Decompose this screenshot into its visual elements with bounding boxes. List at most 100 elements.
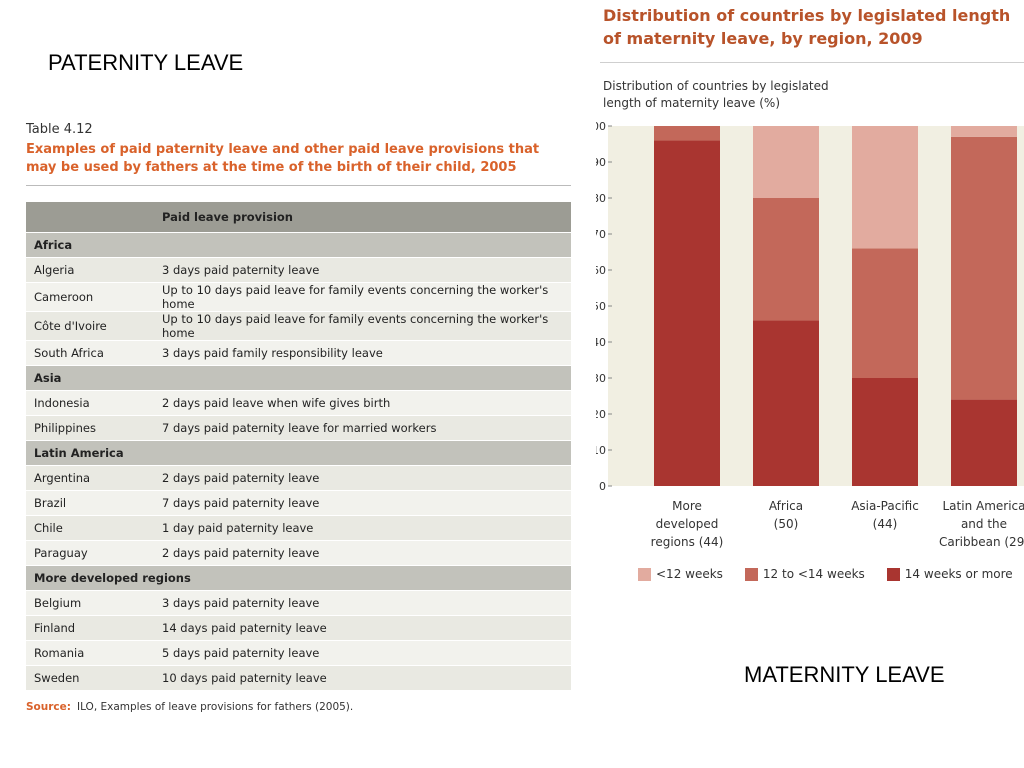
bar-segment bbox=[951, 126, 1017, 137]
table-row: Finland 14 days paid paternity leave bbox=[26, 615, 571, 641]
table-header-cell: Paid leave provision bbox=[154, 202, 571, 233]
legend-label: <12 weeks bbox=[656, 567, 723, 581]
chart-legend: <12 weeks 12 to <14 weeks 14 weeks or more bbox=[638, 567, 1013, 581]
country-cell: Romania bbox=[26, 640, 154, 666]
y-tick-label: 100 bbox=[596, 120, 606, 133]
provision-cell: Up to 10 days paid leave for family even… bbox=[154, 282, 571, 312]
y-tick-label: 50 bbox=[596, 300, 606, 313]
table-region-row: Asia bbox=[26, 365, 571, 391]
legend-item: <12 weeks bbox=[638, 567, 723, 581]
chart-divider bbox=[600, 62, 1024, 63]
table-row: Sweden 10 days paid paternity leave bbox=[26, 665, 571, 691]
table-row: Algeria 3 days paid paternity leave bbox=[26, 257, 571, 283]
bar-segment bbox=[951, 399, 1017, 486]
table-header-blank bbox=[26, 202, 154, 233]
region-label: More developed regions bbox=[26, 565, 571, 591]
table-row: Paraguay 2 days paid paternity leave bbox=[26, 540, 571, 566]
table-row: Indonesia 2 days paid leave when wife giv… bbox=[26, 390, 571, 416]
country-cell: South Africa bbox=[26, 340, 154, 366]
chart-y-axis-title: Distribution of countries by legislated … bbox=[603, 79, 829, 110]
country-cell: Indonesia bbox=[26, 390, 154, 416]
maternity-chart: 0 10 20 30 40 50 60 70 80 90 100 More developed regio… bbox=[596, 120, 1024, 549]
table-source: Source: ILO, Examples of leave provisions… bbox=[26, 701, 571, 713]
country-cell: Côte d'Ivoire bbox=[26, 311, 154, 341]
region-label: Latin America bbox=[26, 440, 571, 466]
table-header-row: Paid leave provision bbox=[26, 202, 571, 233]
provision-cell: 2 days paid leave when wife gives birth bbox=[154, 390, 571, 416]
paternity-table-block: Table 4.12 Examples of paid paternity le… bbox=[26, 122, 571, 713]
legend-swatch bbox=[886, 567, 900, 581]
region-label: Africa bbox=[26, 232, 571, 258]
legend-swatch bbox=[744, 567, 758, 581]
y-tick-label: 90 bbox=[596, 156, 606, 169]
x-tick-label: More bbox=[672, 499, 702, 513]
country-cell: Sweden bbox=[26, 665, 154, 691]
country-cell: Belgium bbox=[26, 590, 154, 616]
x-tick-label: Caribbean (29) bbox=[939, 535, 1024, 549]
legend-item: 14 weeks or more bbox=[886, 567, 1013, 581]
x-tick-label: (50) bbox=[774, 517, 799, 531]
y-tick-label: 30 bbox=[596, 372, 606, 385]
legend-label: 14 weeks or more bbox=[904, 567, 1013, 581]
provision-cell: 2 days paid paternity leave bbox=[154, 465, 571, 491]
y-tick-label: 0 bbox=[599, 480, 606, 493]
provision-cell: 7 days paid paternity leave for married … bbox=[154, 415, 571, 441]
y-tick-label: 60 bbox=[596, 264, 606, 277]
region-label: Asia bbox=[26, 365, 571, 391]
country-cell: Finland bbox=[26, 615, 154, 641]
table-region-row: Latin America bbox=[26, 440, 571, 466]
x-tick-label: developed bbox=[656, 517, 719, 531]
x-tick-label: and the bbox=[961, 517, 1007, 531]
legend-item: 12 to <14 weeks bbox=[744, 567, 865, 581]
y-tick-label: 70 bbox=[596, 228, 606, 241]
bar-segment bbox=[654, 140, 720, 486]
provision-cell: Up to 10 days paid leave for family even… bbox=[154, 311, 571, 341]
table-row: Brazil 7 days paid paternity leave bbox=[26, 490, 571, 516]
provision-cell: 1 day paid paternity leave bbox=[154, 515, 571, 541]
country-cell: Argentina bbox=[26, 465, 154, 491]
chart-title: Distribution of countries by legislated … bbox=[603, 6, 1011, 48]
provision-cell: 3 days paid paternity leave bbox=[154, 590, 571, 616]
x-tick-label: Asia-Pacific bbox=[851, 499, 919, 513]
provision-cell: 10 days paid paternity leave bbox=[154, 665, 571, 691]
legend-swatch bbox=[638, 567, 651, 581]
bar-segment bbox=[753, 126, 819, 198]
provision-cell: 14 days paid paternity leave bbox=[154, 615, 571, 641]
x-tick-label: (44) bbox=[873, 517, 898, 531]
country-cell: Chile bbox=[26, 515, 154, 541]
bar-segment bbox=[852, 126, 918, 249]
country-cell: Brazil bbox=[26, 490, 154, 516]
source-text: ILO, Examples of leave provisions for fa… bbox=[76, 701, 354, 713]
bar-segment bbox=[753, 320, 819, 486]
x-tick-label: Africa bbox=[769, 499, 803, 513]
provision-cell: 3 days paid paternity leave bbox=[154, 257, 571, 283]
table-title: Examples of paid paternity leave and oth… bbox=[26, 141, 571, 186]
table-row: Argentina 2 days paid paternity leave bbox=[26, 465, 571, 491]
legend-label: 12 to <14 weeks bbox=[762, 567, 865, 581]
table-row: Belgium 3 days paid paternity leave bbox=[26, 590, 571, 616]
table-row: Côte d'Ivoire Up to 10 days paid leave fo… bbox=[26, 311, 571, 341]
provision-cell: 3 days paid family responsibility leave bbox=[154, 340, 571, 366]
y-tick-label: 20 bbox=[596, 408, 606, 421]
bar-segment bbox=[852, 378, 918, 486]
provision-cell: 2 days paid paternity leave bbox=[154, 540, 571, 566]
table-row: Cameroon Up to 10 days paid leave for fam… bbox=[26, 282, 571, 312]
bar-segment bbox=[654, 126, 720, 141]
y-tick-label: 10 bbox=[596, 444, 606, 457]
bar-segment bbox=[951, 136, 1017, 400]
provision-cell: 5 days paid paternity leave bbox=[154, 640, 571, 666]
country-cell: Paraguay bbox=[26, 540, 154, 566]
y-tick-label: 40 bbox=[596, 336, 606, 349]
paternity-heading: PATERNITY LEAVE bbox=[48, 50, 244, 75]
bar-segment bbox=[852, 248, 918, 378]
table-region-row: Africa bbox=[26, 232, 571, 258]
table-row: South Africa 3 days paid family responsib… bbox=[26, 340, 571, 366]
country-cell: Algeria bbox=[26, 257, 154, 283]
paternity-leave-table: Paid leave provision Africa Algeria 3 days… bbox=[26, 202, 571, 691]
country-cell: Philippines bbox=[26, 415, 154, 441]
table-row: Chile 1 day paid paternity leave bbox=[26, 515, 571, 541]
table-row: Romania 5 days paid paternity leave bbox=[26, 640, 571, 666]
x-tick-label: Latin America bbox=[943, 499, 1024, 513]
x-tick-label: regions (44) bbox=[651, 535, 724, 549]
bar-segment bbox=[753, 198, 819, 321]
